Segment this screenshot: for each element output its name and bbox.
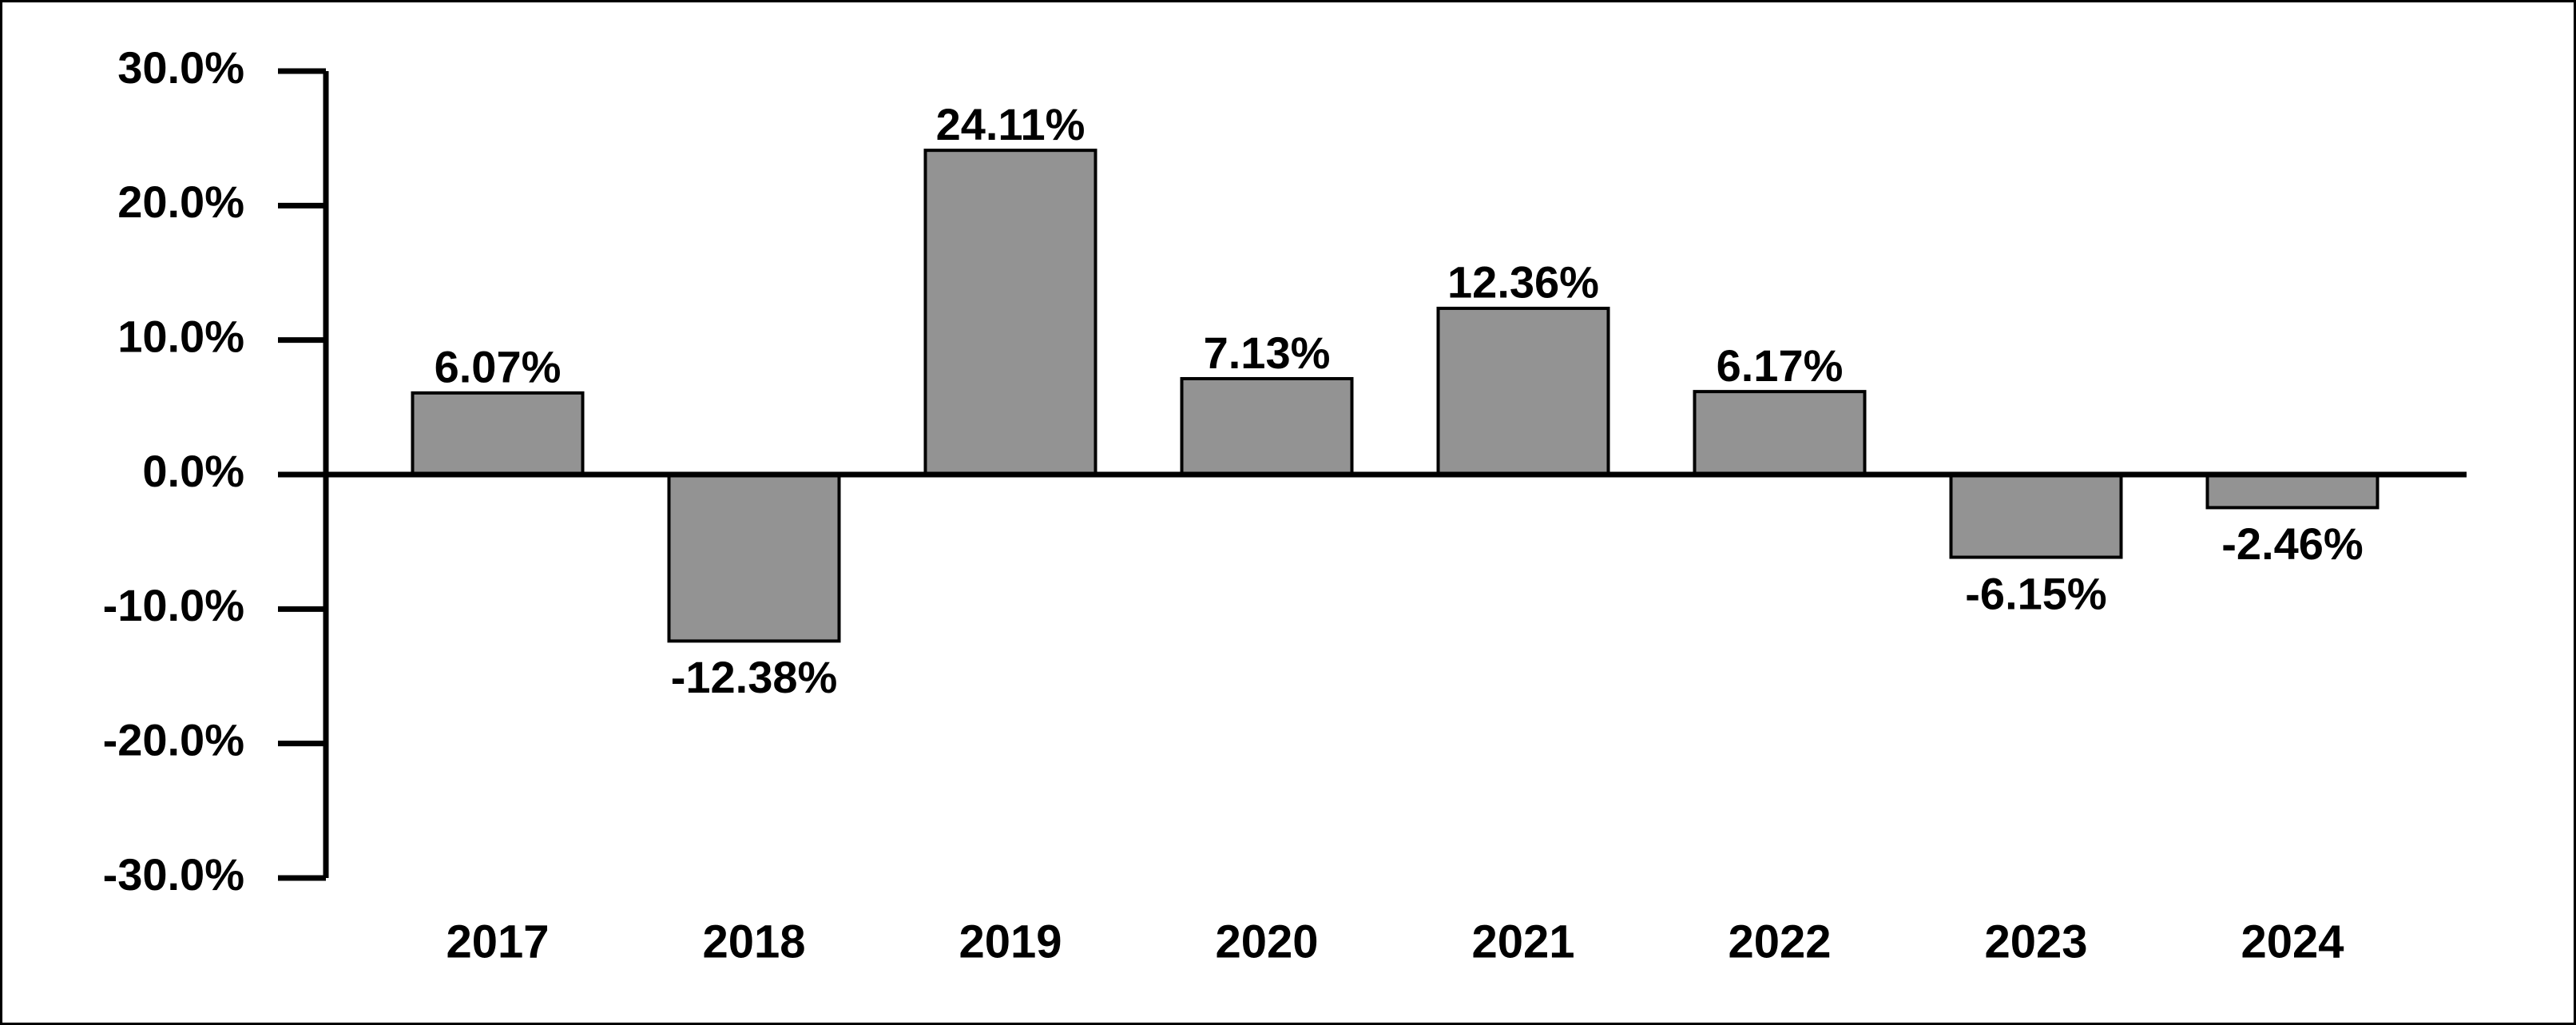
bar-2019	[923, 149, 1097, 476]
value-labels: 6.07% -12.38% 24.11% 7.13% 12.36% 6.17% -6.15%…	[435, 99, 2364, 702]
y-tick-label: -20.0%	[103, 714, 244, 765]
value-label-2023: -6.15%	[1965, 568, 2106, 618]
bar-2022	[1693, 390, 1867, 476]
bars	[411, 149, 2380, 643]
y-tick-label: 30.0%	[117, 42, 244, 93]
bar-2020	[1180, 376, 1354, 476]
y-tick-label: 10.0%	[117, 311, 244, 361]
value-label-2017: 6.07%	[435, 342, 562, 392]
x-category-label-2022: 2022	[1728, 916, 1831, 967]
x-axis-labels: 2017 2018 2019 2020 2021 2022 2023 2024	[446, 916, 2344, 967]
bar-2021	[1436, 306, 1610, 476]
x-category-label-2017: 2017	[446, 916, 549, 967]
value-label-2018: -12.38%	[671, 652, 838, 702]
y-axis: 30.0% 20.0% 10.0% 0.0% -10.0% -20.0% -30.0%	[103, 42, 329, 900]
y-tick-label: 0.0%	[142, 446, 244, 496]
bar-2023	[1949, 473, 2123, 559]
value-label-2019: 24.11%	[936, 99, 1086, 149]
y-tick-label: 20.0%	[117, 177, 244, 227]
x-category-label-2023: 2023	[1984, 916, 2087, 967]
y-tick-label: -10.0%	[103, 580, 244, 630]
value-label-2021: 12.36%	[1447, 257, 1599, 308]
x-category-label-2019: 2019	[959, 916, 1062, 967]
value-label-2022: 6.17%	[1717, 340, 1844, 391]
x-category-label-2021: 2021	[1471, 916, 1574, 967]
bar-2017	[411, 391, 585, 476]
x-category-label-2020: 2020	[1215, 916, 1318, 967]
x-category-label-2024: 2024	[2241, 916, 2344, 967]
value-label-2020: 7.13%	[1204, 328, 1331, 378]
bar-2018	[667, 473, 841, 643]
x-category-label-2018: 2018	[702, 916, 805, 967]
value-label-2024: -2.46%	[2221, 518, 2363, 569]
y-tick-label: -30.0%	[103, 849, 244, 900]
bar-2024	[2205, 473, 2380, 510]
